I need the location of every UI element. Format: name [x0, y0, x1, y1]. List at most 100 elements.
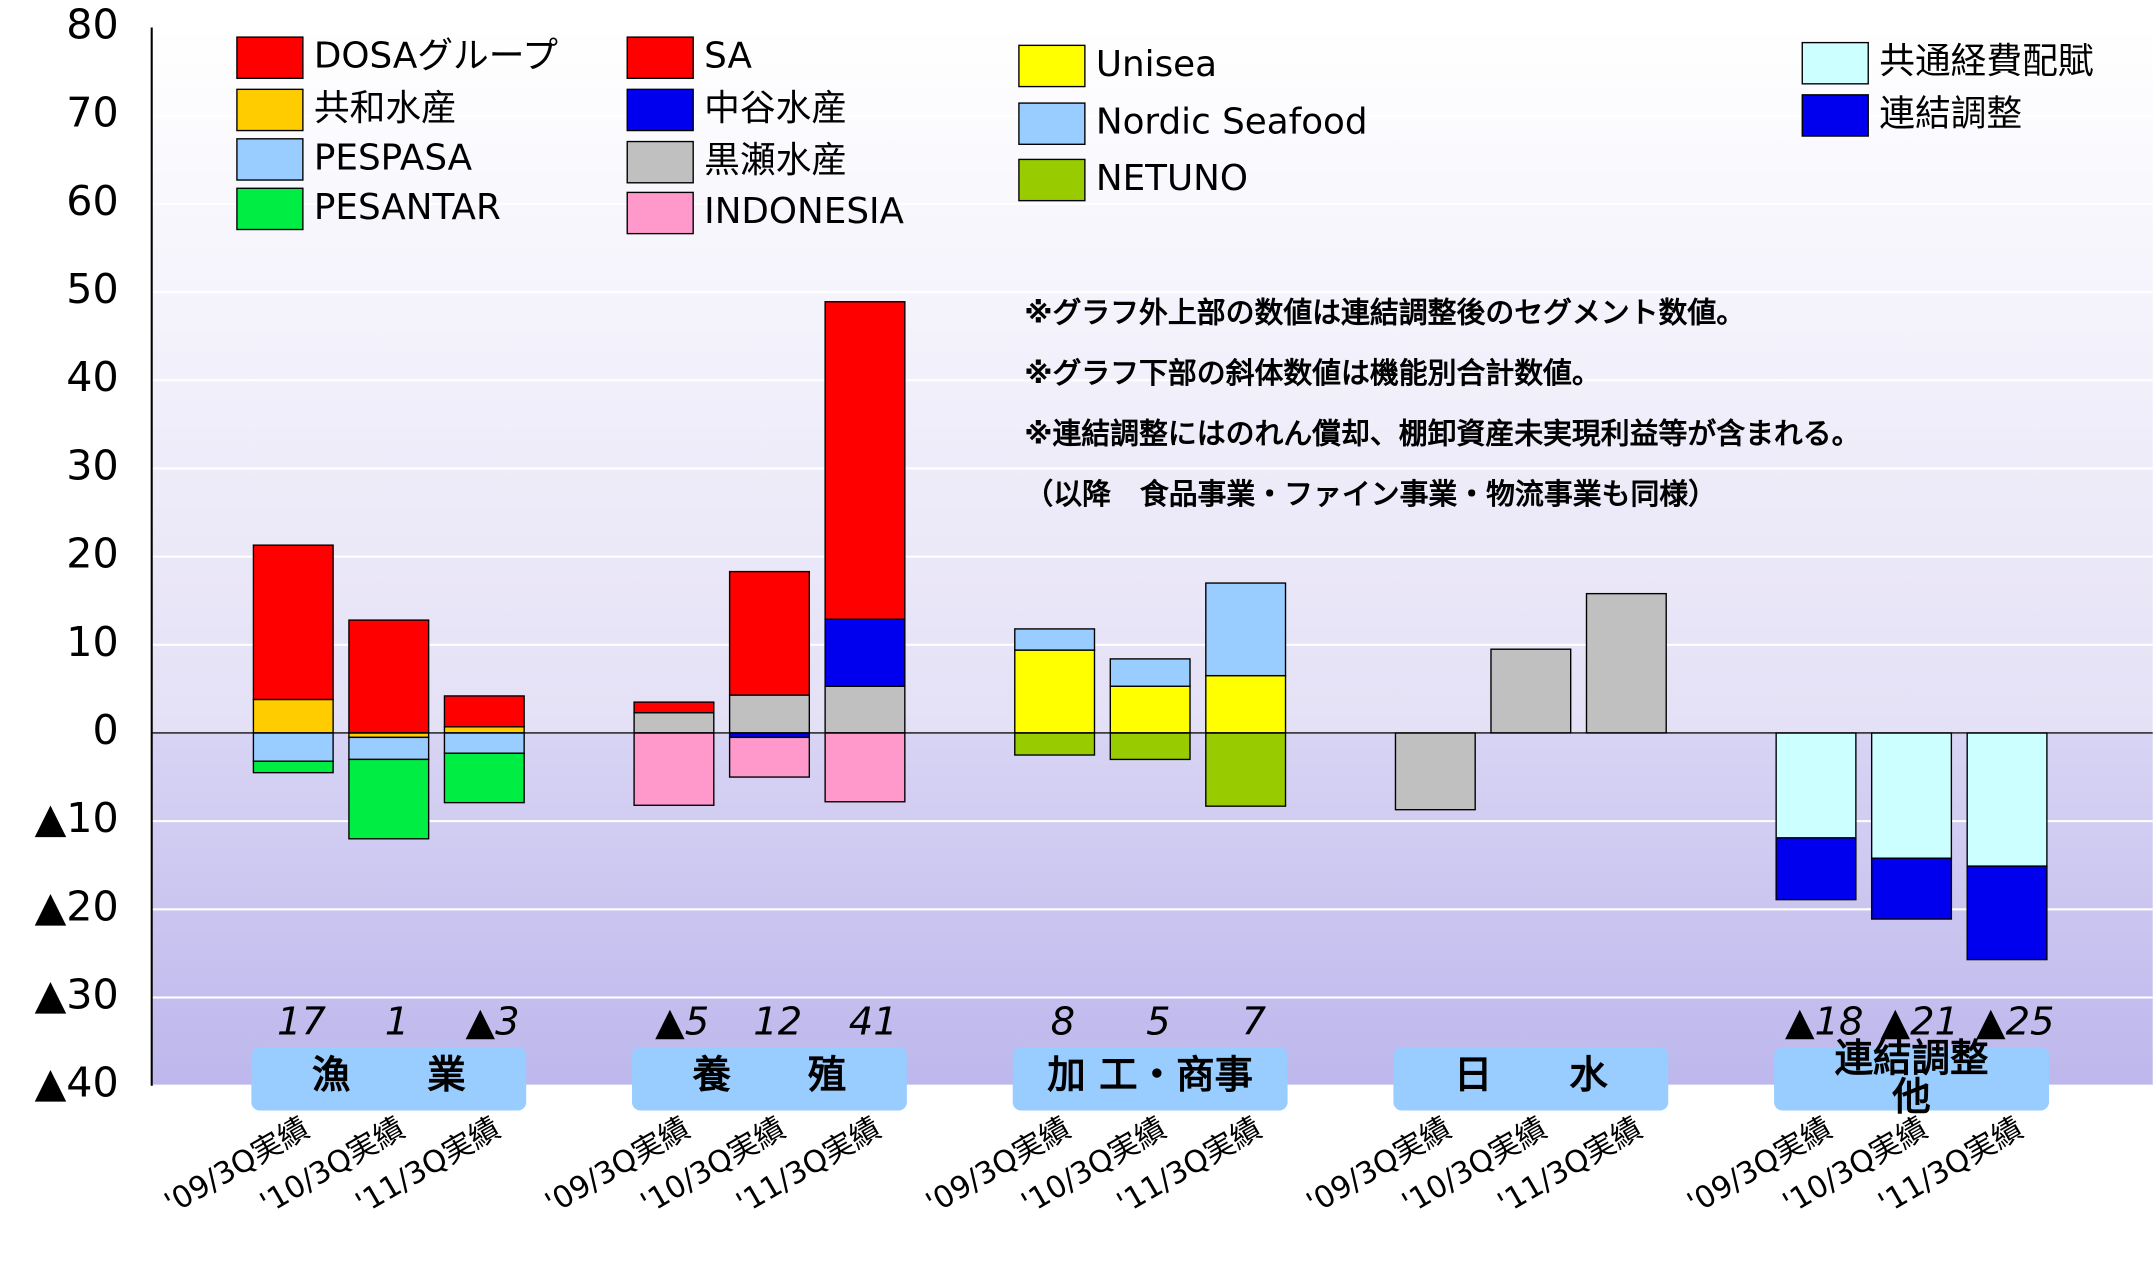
legend-swatch	[1018, 102, 1086, 145]
bar-segment	[1775, 732, 1857, 839]
legend-label: PESPASA	[314, 137, 473, 178]
note: ※連結調整にはのれん償却、棚卸資産未実現利益等が含まれる。	[1024, 417, 1860, 451]
y-tick-label: 30	[66, 441, 118, 489]
group-box	[632, 1047, 907, 1111]
y-tick-label: 60	[66, 177, 118, 225]
group-label: 他	[1891, 1075, 1930, 1120]
y-tick-label: ▲30	[35, 971, 119, 1019]
bar-segment	[252, 760, 334, 774]
bar-segment	[252, 698, 334, 734]
legend-label: 連結調整	[1879, 93, 2022, 134]
bar-segment	[1490, 648, 1572, 734]
legend-label: 中谷水産	[704, 88, 847, 129]
bar-segment	[1014, 628, 1096, 651]
y-tick-label: 10	[66, 618, 118, 666]
bar-segment	[824, 618, 906, 687]
legend-swatch	[1018, 44, 1086, 88]
group-box	[251, 1047, 527, 1111]
y-tick-label: 80	[66, 0, 118, 48]
bar-segment	[633, 701, 715, 714]
bar-segment	[443, 732, 525, 754]
total-label: 1	[385, 999, 409, 1044]
bar-segment	[443, 752, 525, 804]
bar-segment	[1205, 582, 1287, 677]
total-label: ▲18	[1785, 999, 1864, 1044]
y-tick-label: 70	[66, 89, 118, 137]
y-tick-label: 20	[66, 530, 118, 578]
bar-segment	[443, 695, 525, 728]
legend-swatch	[626, 140, 694, 184]
bar-segment	[1109, 685, 1191, 734]
bar-segment	[633, 712, 715, 734]
note: ※グラフ下部の斜体数値は機能別合計数値。	[1024, 356, 1600, 390]
group-box	[1774, 1047, 2049, 1111]
legend-swatch	[236, 187, 304, 231]
legend-swatch	[626, 88, 694, 132]
total-label: 12	[753, 999, 802, 1044]
total-label: 41	[849, 999, 898, 1044]
bar-segment	[1966, 865, 2048, 961]
bar-segment	[1870, 732, 1953, 859]
bar-segment	[728, 570, 811, 696]
bar-segment	[1870, 857, 1953, 920]
total-label: 17	[277, 999, 326, 1044]
bar-segment	[443, 726, 525, 734]
group-label: 日 水	[1454, 1053, 1608, 1098]
total-label: ▲3	[466, 999, 520, 1044]
bar-segment	[1014, 649, 1096, 734]
legend-label: DOSAグループ	[314, 36, 558, 77]
legend-swatch	[236, 36, 304, 80]
total-label: ▲25	[1976, 999, 2055, 1044]
y-tick-label: ▲10	[35, 794, 119, 842]
bar-segment	[1966, 732, 2048, 867]
legend-label: PESANTAR	[314, 187, 501, 228]
total-label: 8	[1051, 999, 1075, 1044]
legend-label: Unisea	[1096, 44, 1217, 85]
y-tick-label: 40	[66, 353, 118, 401]
legend-swatch	[626, 191, 694, 235]
group-box	[1393, 1047, 1669, 1111]
legend-label: SA	[704, 36, 752, 77]
group-label: 加 工・商事	[1047, 1053, 1253, 1098]
bar-segment	[1109, 658, 1191, 687]
bar-segment	[824, 301, 906, 620]
bar-segment	[252, 544, 334, 701]
note: ※グラフ外上部の数値は連結調整後のセグメント数値。	[1024, 296, 1745, 330]
group-label: 養 殖	[693, 1053, 847, 1098]
legend-swatch	[236, 88, 304, 132]
total-label: ▲21	[1880, 999, 1959, 1044]
legend-swatch	[236, 138, 304, 181]
bar-segment	[348, 619, 430, 734]
group-label: 連結調整	[1835, 1036, 1989, 1081]
note: （以降 食品事業・ファイン事業・物流事業も同様）	[1024, 477, 1717, 511]
group-box	[1012, 1047, 1288, 1111]
y-tick-label: 50	[66, 265, 118, 313]
legend-label: Nordic Seafood	[1096, 102, 1368, 143]
bar-segment	[1205, 732, 1287, 807]
bar-segment	[1014, 732, 1096, 756]
y-tick-label: ▲40	[35, 1059, 119, 1107]
bar-segment	[1585, 592, 1667, 734]
legend-swatch	[1801, 41, 1869, 85]
bar-segment	[1205, 674, 1287, 734]
bar-segment	[1775, 837, 1857, 901]
bar-segment	[824, 685, 906, 734]
bar-segment	[633, 732, 715, 806]
legend-label: 共通経費配賦	[1879, 41, 2093, 82]
legend-swatch	[1018, 158, 1086, 202]
group-label: 漁 業	[312, 1053, 466, 1098]
bar-segment	[824, 732, 906, 803]
legend-label: 黒瀬水産	[704, 140, 847, 181]
legend-label: INDONESIA	[704, 191, 904, 232]
total-label: ▲5	[655, 999, 709, 1044]
bar-segment	[1394, 732, 1476, 811]
bar-segment	[1109, 732, 1191, 761]
legend-label: 共和水産	[314, 88, 457, 129]
bar-segment	[728, 736, 811, 778]
bar-segment	[252, 732, 334, 762]
bar-segment	[728, 694, 811, 734]
legend-label: NETUNO	[1096, 158, 1248, 199]
legend-swatch	[1801, 94, 1869, 137]
y-tick-label: ▲20	[35, 882, 119, 930]
